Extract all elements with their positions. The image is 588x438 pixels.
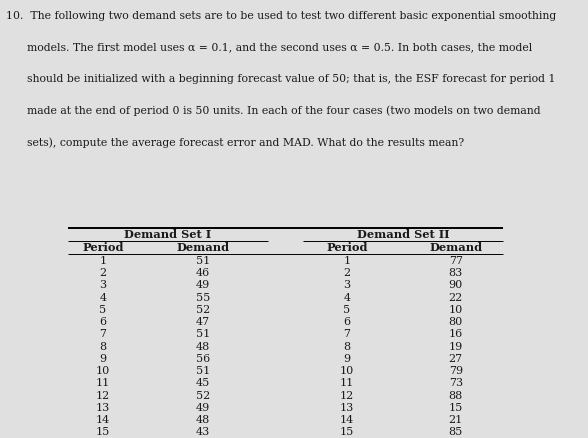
Text: 10: 10 — [340, 366, 354, 376]
Text: 43: 43 — [196, 427, 210, 438]
Text: 49: 49 — [196, 280, 210, 290]
Text: Period: Period — [82, 242, 123, 253]
Text: 14: 14 — [96, 415, 110, 425]
Text: 14: 14 — [340, 415, 354, 425]
Text: 3: 3 — [343, 280, 350, 290]
Text: 1: 1 — [343, 256, 350, 266]
Text: 7: 7 — [99, 329, 106, 339]
Text: 51: 51 — [196, 256, 210, 266]
Text: 10: 10 — [96, 366, 110, 376]
Text: 48: 48 — [196, 415, 210, 425]
Text: 51: 51 — [196, 366, 210, 376]
Text: 19: 19 — [449, 342, 463, 352]
Text: 4: 4 — [99, 293, 106, 303]
Text: 11: 11 — [340, 378, 354, 389]
Text: 55: 55 — [196, 293, 210, 303]
Text: 45: 45 — [196, 378, 210, 389]
Text: 12: 12 — [340, 391, 354, 401]
Text: Period: Period — [326, 242, 368, 253]
Text: 90: 90 — [449, 280, 463, 290]
Text: sets), compute the average forecast error and MAD. What do the results mean?: sets), compute the average forecast erro… — [6, 137, 464, 148]
Text: 7: 7 — [343, 329, 350, 339]
Text: 9: 9 — [343, 354, 350, 364]
Text: 11: 11 — [96, 378, 110, 389]
Text: 15: 15 — [340, 427, 354, 438]
Text: 85: 85 — [449, 427, 463, 438]
Text: 88: 88 — [449, 391, 463, 401]
Text: 52: 52 — [196, 305, 210, 315]
Text: 3: 3 — [99, 280, 106, 290]
Text: 79: 79 — [449, 366, 463, 376]
Text: 8: 8 — [343, 342, 350, 352]
Text: 51: 51 — [196, 329, 210, 339]
Text: 2: 2 — [99, 268, 106, 278]
Text: 83: 83 — [449, 268, 463, 278]
Text: 13: 13 — [96, 403, 110, 413]
Text: 46: 46 — [196, 268, 210, 278]
Text: 5: 5 — [99, 305, 106, 315]
Text: 2: 2 — [343, 268, 350, 278]
Text: 47: 47 — [196, 317, 210, 327]
Text: 80: 80 — [449, 317, 463, 327]
Text: 10: 10 — [449, 305, 463, 315]
Text: models. The first model uses α = 0.1, and the second uses α = 0.5. In both cases: models. The first model uses α = 0.1, an… — [6, 42, 532, 53]
Text: 8: 8 — [99, 342, 106, 352]
Text: 6: 6 — [99, 317, 106, 327]
Text: 15: 15 — [96, 427, 110, 438]
Text: 10.  The following two demand sets are to be used to test two different basic ex: 10. The following two demand sets are to… — [6, 11, 556, 21]
Text: 15: 15 — [449, 403, 463, 413]
Text: 73: 73 — [449, 378, 463, 389]
Text: 56: 56 — [196, 354, 210, 364]
Text: Demand Set I: Demand Set I — [124, 229, 211, 240]
Text: 9: 9 — [99, 354, 106, 364]
Text: 1: 1 — [99, 256, 106, 266]
Text: 6: 6 — [343, 317, 350, 327]
Text: 13: 13 — [340, 403, 354, 413]
Text: 21: 21 — [449, 415, 463, 425]
Text: 5: 5 — [343, 305, 350, 315]
Text: 4: 4 — [343, 293, 350, 303]
Text: Demand Set II: Demand Set II — [356, 229, 449, 240]
Text: 48: 48 — [196, 342, 210, 352]
Text: 12: 12 — [96, 391, 110, 401]
Text: 52: 52 — [196, 391, 210, 401]
Text: 27: 27 — [449, 354, 463, 364]
Text: Demand: Demand — [176, 242, 229, 253]
Text: 49: 49 — [196, 403, 210, 413]
Text: should be initialized with a beginning forecast value of 50; that is, the ESF fo: should be initialized with a beginning f… — [6, 74, 556, 84]
Text: 22: 22 — [449, 293, 463, 303]
Text: 77: 77 — [449, 256, 463, 266]
Text: made at the end of period 0 is 50 units. In each of the four cases (two models o: made at the end of period 0 is 50 units.… — [6, 106, 540, 116]
Text: Demand: Demand — [429, 242, 482, 253]
Text: 16: 16 — [449, 329, 463, 339]
